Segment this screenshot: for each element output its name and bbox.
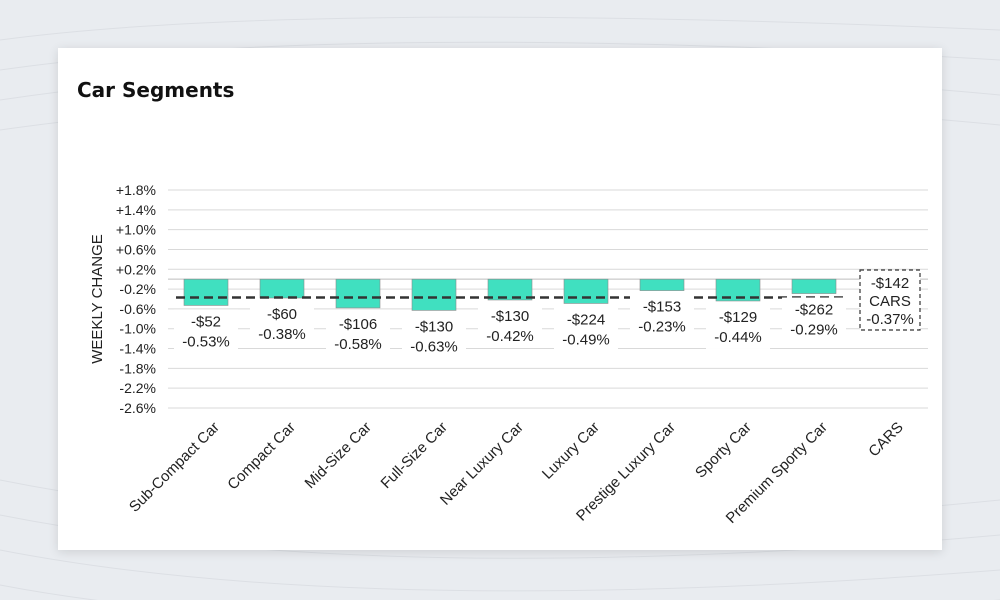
y-tick-label: -1.4% <box>119 341 156 357</box>
category-label: Mid-Size Car <box>302 419 375 492</box>
category-label: Compact Car <box>224 419 299 494</box>
price-label: -$106 <box>339 316 377 333</box>
summary-box <box>859 269 921 331</box>
y-tick-label: -1.8% <box>119 360 156 376</box>
bar <box>639 278 685 291</box>
category-label: Full-Size Car <box>378 419 451 492</box>
y-tick-label: +1.8% <box>116 182 156 198</box>
category-label: CARS <box>865 419 906 460</box>
data-label-background <box>706 304 770 349</box>
y-tick-label: +0.6% <box>116 241 156 257</box>
percent-label: -0.38% <box>258 326 306 343</box>
price-label: -$224 <box>567 311 605 328</box>
bar <box>791 278 837 294</box>
y-tick-label: +1.4% <box>116 202 156 218</box>
data-label-background <box>402 314 466 359</box>
percent-label: -0.63% <box>410 338 458 355</box>
y-tick-label: -0.6% <box>119 301 156 317</box>
data-label-background <box>174 309 238 354</box>
y-tick-label: -2.6% <box>119 400 156 416</box>
y-axis-label: WEEKLY CHANGE <box>89 234 106 363</box>
bar <box>259 278 305 299</box>
bar <box>487 278 533 301</box>
category-label: Near Luxury Car <box>437 419 527 509</box>
y-tick-label: -1.0% <box>119 321 156 337</box>
category-label: Luxury Car <box>539 419 603 483</box>
data-label-background <box>326 311 390 356</box>
bar <box>715 278 761 302</box>
data-label-background <box>554 307 618 352</box>
price-label: -$262 <box>795 302 833 319</box>
data-label-background <box>630 294 694 339</box>
summary-percent-label: -0.37% <box>866 311 914 328</box>
price-label: -$153 <box>643 299 681 316</box>
summary-price-label: -$142 <box>871 275 909 292</box>
category-label: Sporty Car <box>692 419 755 482</box>
price-label: -$130 <box>415 318 453 335</box>
y-tick-label: -0.2% <box>119 281 156 297</box>
y-tick-label: +0.2% <box>116 261 156 277</box>
category-label: Sub-Compact Car <box>126 419 223 516</box>
percent-label: -0.44% <box>714 329 762 346</box>
y-tick-label: +1.0% <box>116 222 156 238</box>
summary-name-label: CARS <box>869 293 911 310</box>
data-label-background <box>478 303 542 348</box>
price-label: -$52 <box>191 313 221 330</box>
bar <box>563 278 609 304</box>
data-label-background <box>782 297 846 342</box>
percent-label: -0.58% <box>334 336 382 353</box>
percent-label: -0.42% <box>486 328 534 345</box>
bar-chart: +1.8% +1.4% +1.0% +0.6% +0.2% -0.2% -0.6% -1.0%… <box>89 182 928 527</box>
price-label: -$130 <box>491 308 529 325</box>
percent-label: -0.53% <box>182 333 230 350</box>
y-tick-label: -2.2% <box>119 380 156 396</box>
bar <box>411 278 457 311</box>
percent-label: -0.23% <box>638 319 686 336</box>
percent-label: -0.29% <box>790 322 838 339</box>
price-label: -$129 <box>719 309 757 326</box>
bar <box>183 278 229 306</box>
chart-card: Car Segments +1.8% +1.4% +1.0% +0.6% +0.2% -0… <box>58 48 942 550</box>
card-title: Car Segments <box>77 78 235 102</box>
percent-label: -0.49% <box>562 331 610 348</box>
bar <box>335 278 381 309</box>
price-label: -$60 <box>267 306 297 323</box>
data-label-background <box>250 302 314 347</box>
